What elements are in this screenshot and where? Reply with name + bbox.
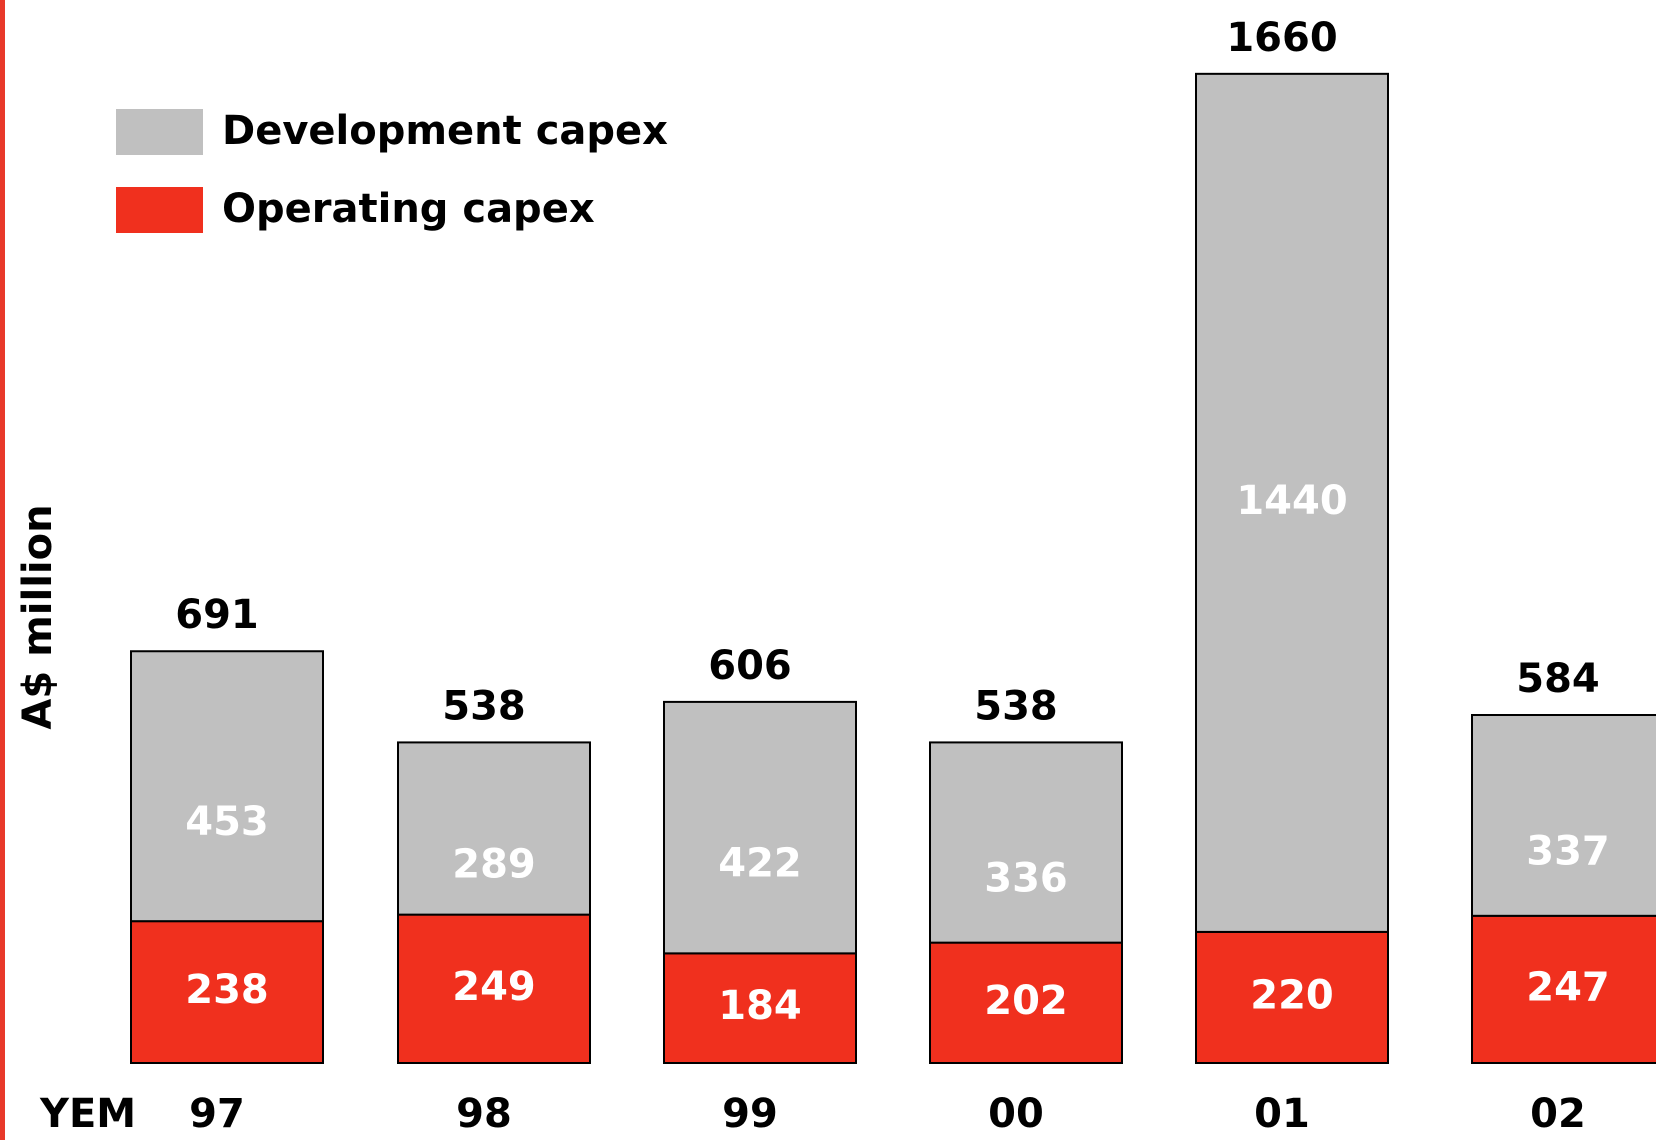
- bar-segment: [929, 741, 1123, 944]
- total-label: 584: [1516, 656, 1600, 702]
- x-tick-label: 00: [988, 1091, 1044, 1137]
- segment-label: 453: [185, 799, 269, 845]
- legend-label: Operating capex: [222, 186, 595, 232]
- x-axis-label: YEM: [39, 1091, 136, 1137]
- segment-label: 336: [984, 856, 1068, 902]
- bar-segment: [130, 650, 324, 923]
- segment-label: 1440: [1236, 478, 1347, 524]
- total-label: 538: [442, 683, 526, 729]
- segment-label: 220: [1250, 972, 1334, 1018]
- x-tick-label: 99: [722, 1091, 778, 1137]
- bar-segment: [1195, 930, 1389, 1064]
- segment-label: 337: [1526, 828, 1610, 874]
- legend-swatch: [116, 109, 203, 155]
- x-tick-label: 97: [189, 1091, 245, 1137]
- x-tick-label: 02: [1530, 1091, 1586, 1137]
- x-tick-label: 98: [456, 1091, 512, 1137]
- total-label: 691: [175, 592, 259, 638]
- bar-segment: [929, 941, 1123, 1065]
- bar-segment: [397, 913, 591, 1065]
- bar-segment: [1195, 72, 1389, 933]
- segment-label: 247: [1526, 964, 1610, 1010]
- bar-segment: [130, 920, 324, 1064]
- bar-segment: [1471, 714, 1656, 917]
- legend-label: Development capex: [222, 108, 668, 154]
- segment-label: 202: [984, 978, 1068, 1024]
- segment-label: 249: [452, 964, 536, 1010]
- segment-label: 238: [185, 967, 269, 1013]
- segment-label: 422: [718, 841, 802, 887]
- segment-label: 184: [718, 983, 802, 1029]
- total-label: 538: [974, 683, 1058, 729]
- legend-swatch: [116, 187, 203, 233]
- y-axis-label: A$ million: [15, 504, 61, 729]
- left-edge: [0, 0, 5, 1140]
- bar-segment: [663, 700, 857, 955]
- bar-segment: [397, 741, 591, 916]
- x-tick-label: 01: [1254, 1091, 1310, 1137]
- segment-label: 289: [452, 842, 536, 888]
- bar-segment: [1471, 914, 1656, 1065]
- total-label: 1660: [1226, 15, 1337, 61]
- total-label: 606: [708, 643, 792, 689]
